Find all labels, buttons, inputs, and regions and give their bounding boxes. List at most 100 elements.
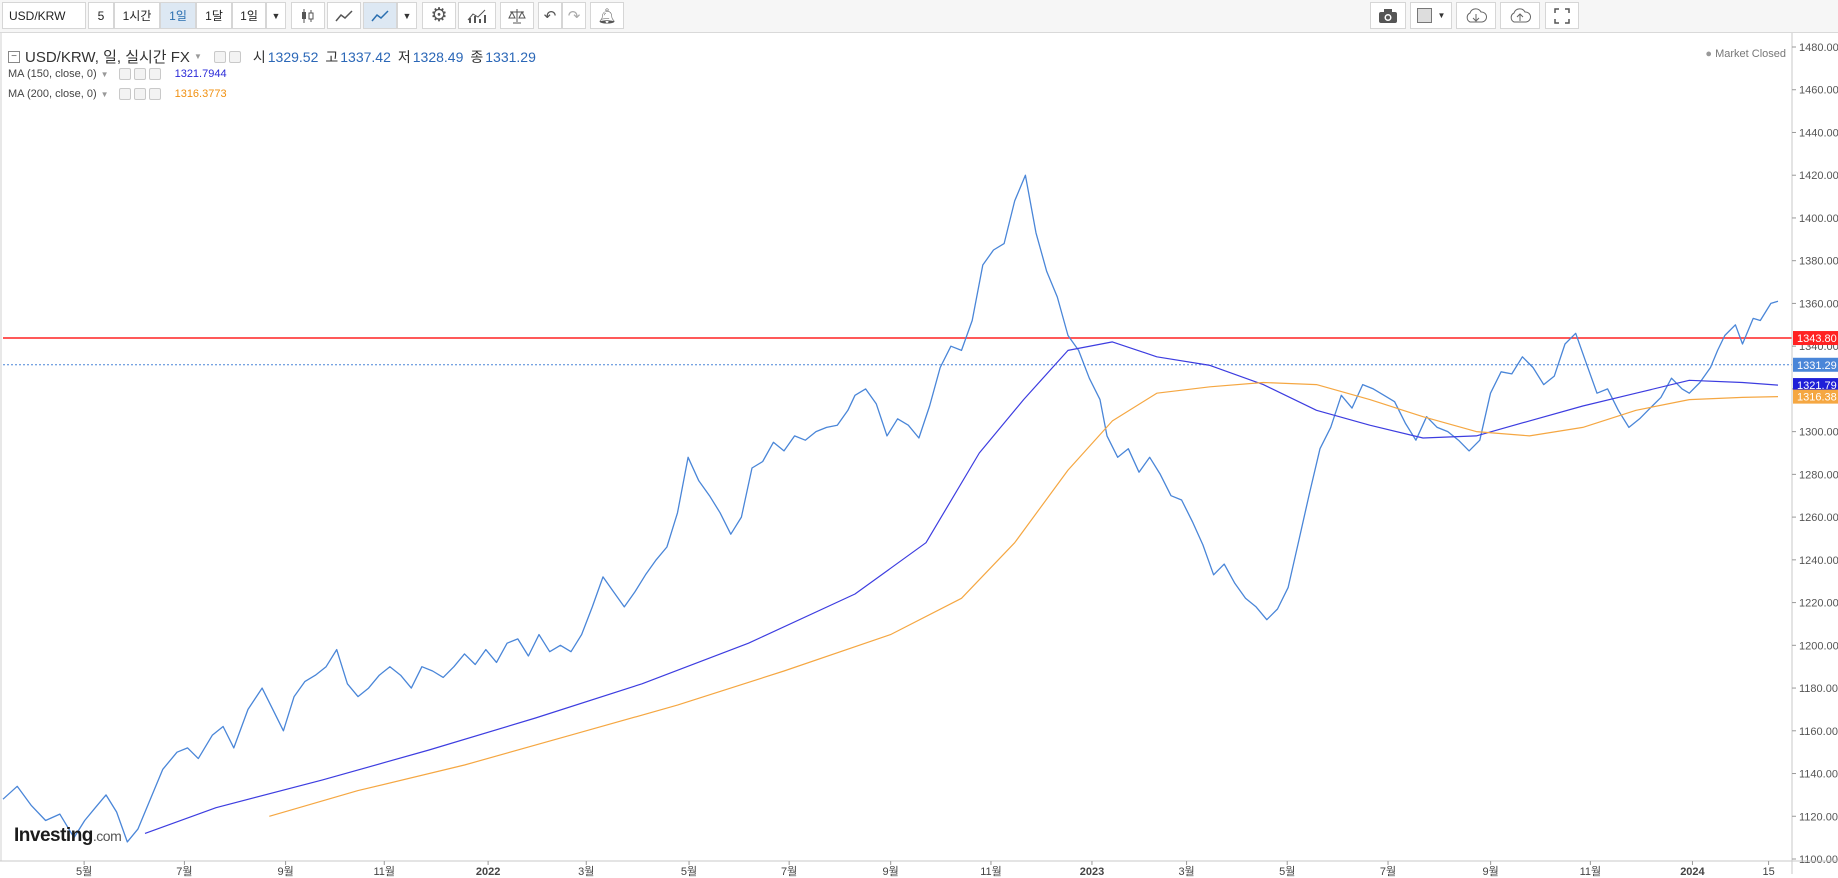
interval-1h-button[interactable]: 1시간	[114, 2, 160, 29]
cloud-download-icon	[1466, 7, 1488, 22]
square-icon	[1416, 8, 1432, 23]
compare-button[interactable]	[500, 2, 534, 29]
ma200-line	[269, 381, 1779, 817]
line-chart-button[interactable]	[363, 2, 397, 29]
load-chart-button[interactable]	[1456, 2, 1496, 29]
chevron-down-icon: ▼	[402, 10, 412, 21]
hline-price-tag	[1793, 331, 1838, 346]
x-tick-label: 2024	[1680, 866, 1705, 878]
collapse-legend-icon[interactable]: −	[8, 50, 20, 63]
y-tick-label: 1440.00	[1799, 127, 1838, 139]
price-axis[interactable]: 1480.00 1460.00 1440.00 1420.00 1400.00 1380.…	[1791, 33, 1838, 874]
hline-price-label: 1343.80	[1797, 333, 1837, 345]
y-tick-label: 1400.00	[1799, 213, 1838, 225]
gear-icon: ⚙	[430, 5, 448, 26]
y-tick-label: 1420.00	[1799, 170, 1838, 182]
x-tick-label: 5월	[76, 865, 92, 878]
y-tick-label: 1460.00	[1799, 85, 1838, 97]
price-line	[2, 174, 1779, 843]
layout-button[interactable]: ▼	[1410, 2, 1452, 29]
x-tick-label: 9월	[1483, 865, 1499, 878]
y-tick-label: 1220.00	[1799, 598, 1838, 610]
ma150-value: 1321.7944	[174, 68, 227, 80]
y-tick-label: 1380.00	[1799, 256, 1838, 268]
market-status: ● Market Closed	[1705, 48, 1786, 60]
chevron-down-icon[interactable]: ▼	[100, 69, 109, 79]
eye-icon[interactable]	[213, 50, 226, 63]
chart-toolbar: USD/KRW 5 1시간 1일 1달 1일 ▼ ▼ ⚙ ↶ ↷ 🔔︎ ▼	[0, 0, 1838, 33]
indicators-button[interactable]	[458, 2, 496, 29]
ma200-price-tag	[1793, 389, 1838, 404]
settings-icon[interactable]	[228, 50, 241, 63]
close-label: 종	[470, 48, 484, 65]
screenshot-button[interactable]	[1370, 2, 1406, 29]
candlestick-icon	[302, 8, 314, 23]
y-tick-label: 1180.00	[1799, 683, 1838, 695]
chart-series	[2, 174, 1779, 843]
interval-1mo-button[interactable]: 1달	[196, 2, 232, 29]
market-status-text: Market Closed	[1715, 48, 1786, 60]
redo-button[interactable]: ↷	[562, 2, 586, 29]
last-price-tag	[1793, 357, 1838, 372]
chevron-down-icon[interactable]: ▼	[193, 52, 202, 61]
y-tick-label: 1140.00	[1799, 769, 1838, 781]
fullscreen-icon	[1554, 7, 1570, 24]
ma150-price-label: 1321.79	[1797, 380, 1837, 392]
x-tick-label: 11월	[980, 865, 1002, 878]
price-chart[interactable]: 1480.00 1460.00 1440.00 1420.00 1400.00 1380.…	[0, 33, 1838, 878]
y-tick-label: 1100.00	[1799, 854, 1838, 866]
eye-icon[interactable]	[118, 88, 131, 100]
settings-icon[interactable]	[133, 68, 146, 80]
fullscreen-button[interactable]	[1545, 2, 1579, 29]
y-tick-label: 1360.00	[1799, 298, 1838, 310]
y-tick-label: 1300.00	[1799, 427, 1838, 439]
logo-main: Investing	[14, 825, 93, 846]
close-icon[interactable]	[148, 88, 161, 100]
settings-icon[interactable]	[133, 88, 146, 100]
ma200-label: MA (200, close, 0)	[8, 88, 97, 100]
range-button[interactable]: 1일	[232, 2, 266, 29]
x-tick-label: 5월	[681, 865, 697, 878]
range-dropdown-button[interactable]: ▼	[266, 2, 286, 29]
last-price-label: 1331.29	[1797, 360, 1837, 372]
x-tick-label: 9월	[277, 865, 293, 878]
ma200-price-label: 1316.38	[1797, 392, 1837, 404]
symbol-input[interactable]: USD/KRW	[2, 2, 86, 29]
eye-icon[interactable]	[118, 68, 131, 80]
chevron-down-icon: ▼	[1437, 11, 1446, 20]
x-tick-label: 15	[1762, 866, 1774, 878]
x-tick-label: 2023	[1080, 866, 1104, 878]
candlestick-button[interactable]	[291, 2, 325, 29]
interval-1d-button[interactable]: 1일	[160, 2, 196, 29]
x-tick-label: 7월	[176, 865, 192, 878]
settings-button[interactable]: ⚙	[422, 2, 456, 29]
x-tick-label: 7월	[781, 865, 797, 878]
ma150-price-tag	[1793, 378, 1838, 393]
cloud-upload-icon	[1510, 7, 1532, 22]
scale-icon	[508, 8, 526, 23]
interval-input[interactable]: 5	[88, 2, 114, 29]
x-tick-label: 11월	[1580, 865, 1602, 878]
undo-button[interactable]: ↶	[538, 2, 562, 29]
alert-button[interactable]: 🔔︎	[590, 2, 624, 29]
bell-icon: 🔔︎	[597, 7, 617, 25]
x-tick-label: 11월	[373, 865, 395, 878]
low-value: 1328.49	[412, 48, 464, 65]
save-chart-button[interactable]	[1500, 2, 1540, 29]
x-tick-label: 2022	[476, 866, 500, 878]
close-icon[interactable]	[148, 68, 161, 80]
time-axis[interactable]: 5월 7월 9월 11월 2022 3월 5월 7월 9월 11월 2023 3월 5월 7월 9월 11월 2…	[0, 860, 1838, 878]
y-tick-label: 1260.00	[1799, 512, 1838, 524]
investing-logo: Investing.com	[14, 825, 122, 847]
y-tick-label: 1160.00	[1799, 726, 1838, 738]
plot-lines	[3, 337, 1792, 366]
area-chart-button[interactable]	[327, 2, 361, 29]
chevron-down-icon[interactable]: ▼	[100, 89, 109, 99]
ma200-value: 1316.3773	[174, 88, 227, 100]
open-label: 시	[252, 48, 266, 65]
high-label: 고	[325, 48, 339, 65]
series-title: USD/KRW, 일, 실시간 FX	[25, 49, 190, 66]
open-value: 1329.52	[267, 48, 319, 65]
chart-type-dropdown-button[interactable]: ▼	[397, 2, 417, 29]
